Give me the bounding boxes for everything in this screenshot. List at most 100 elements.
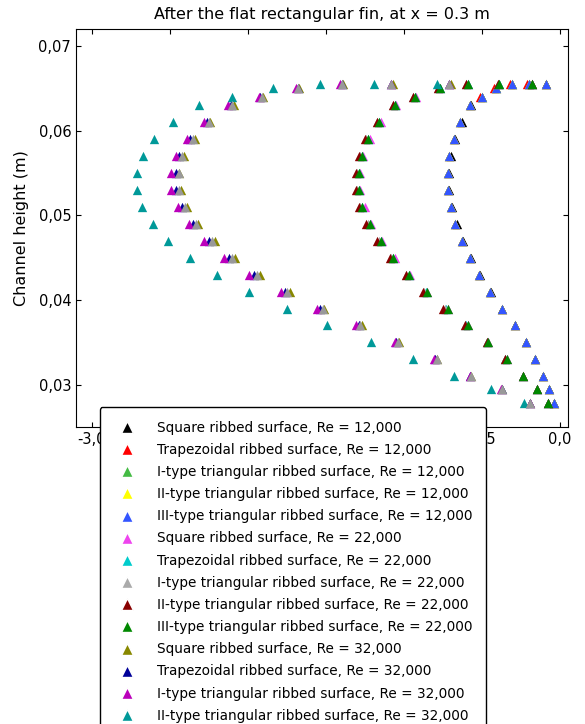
Point xyxy=(476,269,485,280)
Point xyxy=(486,286,495,298)
Point xyxy=(177,151,187,162)
Point xyxy=(354,167,363,179)
Point xyxy=(507,78,516,90)
Point xyxy=(444,167,453,179)
Point xyxy=(444,78,453,90)
Point xyxy=(446,201,455,213)
Point xyxy=(521,337,530,348)
Point xyxy=(527,78,536,90)
Point xyxy=(202,117,212,128)
Point xyxy=(205,117,215,128)
Point xyxy=(491,83,500,94)
Point xyxy=(408,353,418,365)
Point xyxy=(450,133,460,145)
Point xyxy=(544,383,553,395)
Point xyxy=(502,353,511,365)
Point xyxy=(362,133,371,145)
Point xyxy=(544,383,553,395)
Point xyxy=(518,371,527,382)
Point xyxy=(450,218,460,230)
Point xyxy=(249,269,259,280)
Point xyxy=(466,371,476,382)
Point xyxy=(387,78,396,90)
Point xyxy=(185,133,195,145)
Point xyxy=(538,371,547,382)
Point xyxy=(132,167,142,179)
Point xyxy=(450,218,460,230)
Point xyxy=(542,397,552,409)
Point xyxy=(462,78,471,90)
Point xyxy=(226,99,235,111)
Point xyxy=(338,78,347,90)
Point xyxy=(195,99,204,111)
Point xyxy=(490,83,499,94)
Point xyxy=(171,184,181,195)
Point xyxy=(359,151,368,162)
Point xyxy=(391,337,401,348)
Point xyxy=(373,117,382,128)
Point xyxy=(174,167,184,179)
Point xyxy=(497,383,507,395)
Point xyxy=(177,201,187,213)
Point xyxy=(464,99,474,111)
Point xyxy=(188,218,198,230)
Point xyxy=(510,320,519,332)
Point xyxy=(527,78,536,90)
Point xyxy=(455,117,464,128)
Point xyxy=(510,320,519,332)
Point xyxy=(474,269,483,280)
Point xyxy=(485,286,494,298)
Point xyxy=(457,235,466,247)
Point xyxy=(174,151,184,162)
Point xyxy=(181,201,190,213)
Point xyxy=(350,184,360,195)
Point xyxy=(527,78,536,90)
Point xyxy=(184,218,193,230)
Point xyxy=(354,184,363,195)
Point xyxy=(449,133,458,145)
Point xyxy=(441,303,450,314)
Point xyxy=(530,353,539,365)
Point xyxy=(230,252,240,264)
Point xyxy=(464,252,474,264)
Point xyxy=(466,99,476,111)
Point xyxy=(439,303,449,314)
Point xyxy=(532,383,541,395)
Point xyxy=(374,117,383,128)
Point xyxy=(404,269,413,280)
Point xyxy=(376,235,385,247)
Point xyxy=(541,78,550,90)
Point xyxy=(464,99,474,111)
Point xyxy=(355,151,364,162)
Point xyxy=(443,303,452,314)
Point xyxy=(363,218,373,230)
Point xyxy=(538,371,547,382)
Point xyxy=(457,235,466,247)
Point xyxy=(199,117,209,128)
Point xyxy=(455,117,464,128)
Point xyxy=(521,337,530,348)
Point xyxy=(481,337,491,348)
Point xyxy=(530,353,539,365)
Point xyxy=(542,397,552,409)
Point xyxy=(435,83,444,94)
Point xyxy=(167,184,176,195)
Point xyxy=(350,320,360,332)
Point xyxy=(524,78,533,90)
Point xyxy=(525,397,535,409)
Point xyxy=(443,303,452,314)
Point xyxy=(448,201,457,213)
Point xyxy=(374,235,383,247)
Point xyxy=(357,151,366,162)
Point xyxy=(500,353,510,365)
Point xyxy=(256,269,265,280)
Point xyxy=(259,91,268,103)
Point xyxy=(387,78,396,90)
Point xyxy=(497,383,507,395)
Point xyxy=(394,337,404,348)
Point xyxy=(357,201,366,213)
Point xyxy=(443,184,452,195)
Point xyxy=(254,91,263,103)
Point xyxy=(322,320,332,332)
Point xyxy=(464,252,474,264)
